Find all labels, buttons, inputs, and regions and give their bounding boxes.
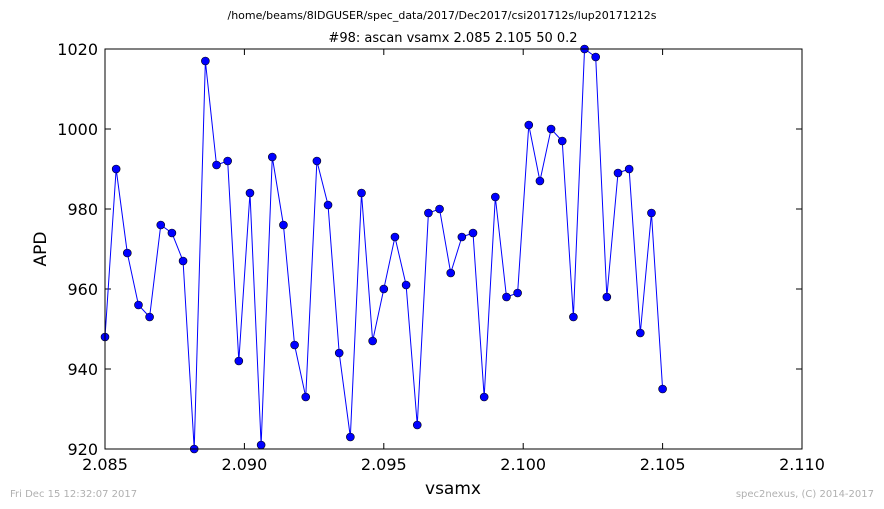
data-point bbox=[290, 340, 299, 350]
data-point bbox=[412, 420, 422, 430]
x-tick-label: 2.105 bbox=[640, 455, 686, 474]
data-point bbox=[123, 248, 132, 258]
data-point bbox=[435, 204, 444, 214]
data-point bbox=[647, 208, 656, 218]
x-tick-label: 2.110 bbox=[779, 455, 825, 474]
data-point bbox=[468, 228, 478, 238]
data-point bbox=[379, 284, 389, 294]
data-point bbox=[346, 432, 355, 442]
data-point bbox=[591, 52, 600, 62]
data-point bbox=[223, 156, 232, 166]
data-point bbox=[357, 188, 366, 198]
data-point bbox=[368, 336, 377, 346]
y-tick-label: 1000 bbox=[57, 120, 98, 139]
data-point bbox=[446, 268, 456, 278]
data-point bbox=[256, 440, 266, 450]
data-point bbox=[245, 188, 255, 198]
x-tick-label: 2.090 bbox=[221, 455, 267, 474]
data-point bbox=[602, 292, 612, 302]
data-point bbox=[234, 356, 244, 366]
data-point bbox=[491, 192, 500, 202]
data-point bbox=[134, 300, 143, 310]
footer-credit: spec2nexus, (C) 2014-2017 bbox=[735, 489, 874, 500]
x-axis-label: vsamx bbox=[425, 479, 481, 499]
data-point bbox=[479, 392, 489, 402]
data-point bbox=[267, 152, 277, 162]
y-tick-label: 960 bbox=[67, 280, 98, 299]
data-point bbox=[502, 292, 511, 302]
series-group bbox=[100, 44, 667, 454]
data-point bbox=[635, 328, 645, 338]
y-tick-label: 1020 bbox=[57, 40, 98, 59]
data-point bbox=[312, 156, 322, 166]
data-point bbox=[557, 136, 567, 146]
data-point bbox=[156, 220, 166, 230]
y-tick-label: 980 bbox=[67, 200, 98, 219]
y-axis-label: APD bbox=[31, 232, 51, 267]
data-point bbox=[390, 232, 400, 242]
data-point bbox=[167, 228, 177, 238]
data-point bbox=[624, 164, 634, 174]
x-tick-label: 2.095 bbox=[361, 455, 407, 474]
chart-title: #98: ascan vsamx 2.085 2.105 50 0.2 bbox=[328, 31, 577, 46]
y-tick-labels: 920 940 960 980 1000 1020 bbox=[57, 40, 98, 459]
data-point bbox=[524, 120, 534, 130]
data-point bbox=[424, 208, 433, 218]
x-tick-label: 2.085 bbox=[82, 455, 128, 474]
data-point bbox=[457, 232, 467, 242]
data-point bbox=[111, 164, 121, 174]
x-tick-labels: 2.085 2.090 2.095 2.100 2.105 2.110 bbox=[82, 455, 825, 474]
footer-timestamp: Fri Dec 15 12:32:07 2017 bbox=[10, 489, 138, 500]
data-point bbox=[301, 392, 311, 402]
data-point bbox=[569, 312, 578, 322]
data-point bbox=[546, 124, 556, 134]
data-point bbox=[401, 280, 411, 290]
data-point bbox=[658, 384, 667, 394]
data-point bbox=[212, 160, 221, 170]
y-tick-label: 940 bbox=[67, 360, 98, 379]
data-point bbox=[613, 168, 623, 178]
data-point bbox=[178, 256, 188, 266]
data-point bbox=[279, 220, 288, 230]
data-point bbox=[513, 288, 522, 298]
plot-frame bbox=[104, 48, 803, 450]
data-point bbox=[145, 312, 154, 322]
data-point bbox=[323, 200, 333, 210]
data-point bbox=[201, 56, 210, 66]
data-point bbox=[334, 348, 344, 358]
y-tick-label: 920 bbox=[67, 440, 98, 459]
data-point bbox=[535, 176, 545, 186]
x-tick-label: 2.100 bbox=[500, 455, 546, 474]
plot-area bbox=[105, 49, 802, 449]
suptitle: /home/beams/8IDGUSER/spec_data/2017/Dec2… bbox=[228, 9, 657, 22]
